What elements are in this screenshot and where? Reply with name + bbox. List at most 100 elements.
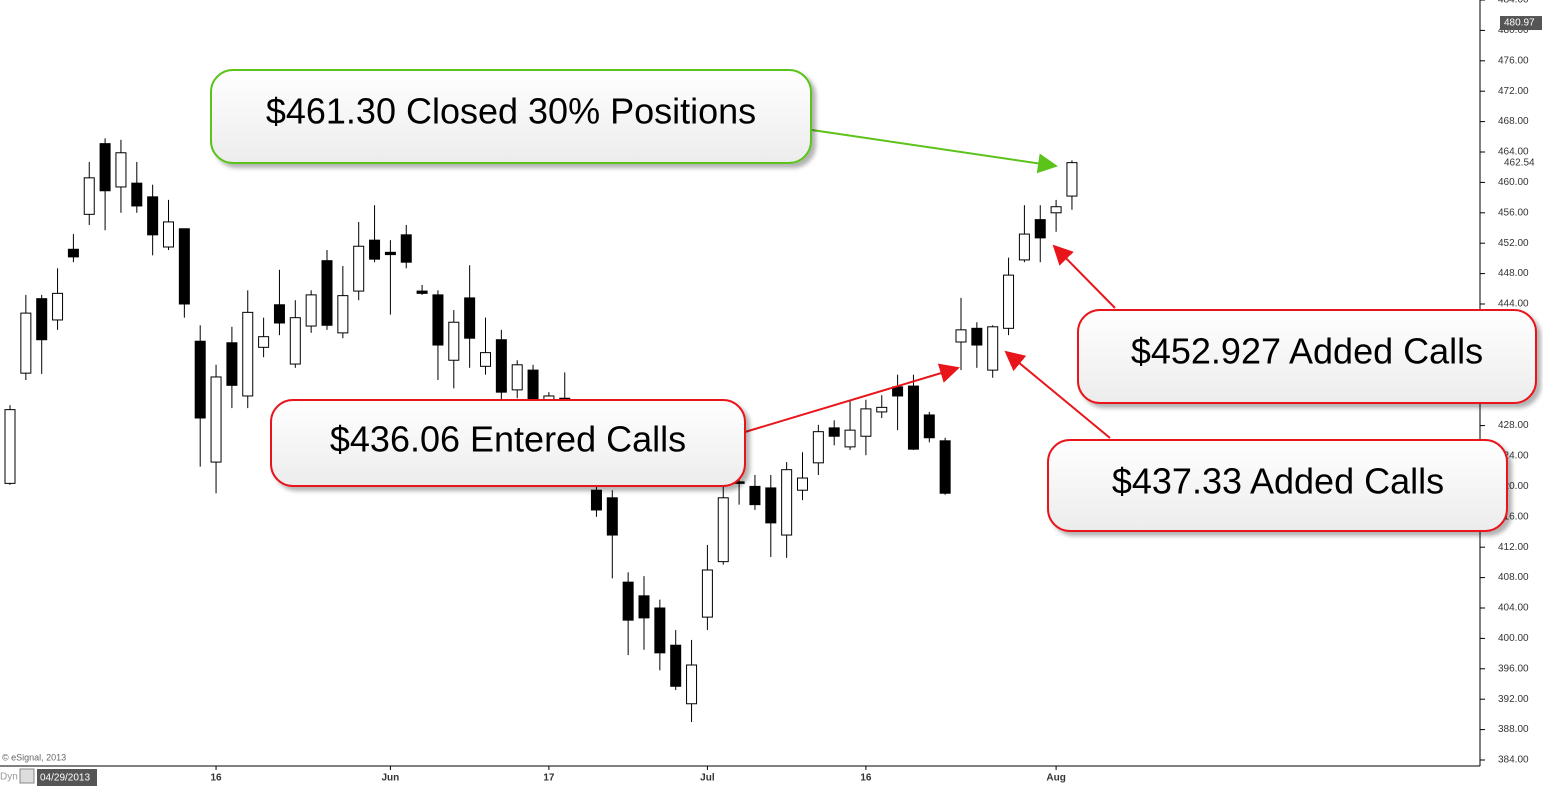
candle-body <box>1050 206 1062 214</box>
arrow <box>744 363 960 433</box>
candle-body <box>131 182 143 207</box>
candle-body <box>147 196 159 236</box>
start-date: 04/29/2013 <box>40 773 90 784</box>
x-tick-label: 17 <box>543 773 555 784</box>
candle-body <box>828 427 840 437</box>
y-tick-label: 396.00 <box>1498 663 1529 674</box>
candle-body <box>67 248 79 258</box>
candle-body <box>939 440 951 494</box>
price-tag: 462.54 <box>1504 158 1535 169</box>
x-tick-label: 16 <box>860 773 872 784</box>
y-tick-label: 444.00 <box>1498 299 1529 310</box>
price-tag: 480.97 <box>1504 18 1535 29</box>
y-tick-label: 468.00 <box>1498 116 1529 127</box>
candle-body <box>654 607 666 654</box>
candle-body <box>432 294 444 346</box>
y-tick-label: 448.00 <box>1498 268 1529 279</box>
candle-body <box>1003 274 1015 329</box>
candle-body <box>511 364 523 391</box>
candle-body <box>797 477 808 491</box>
y-tick-label: 428.00 <box>1498 420 1529 431</box>
candle-body <box>765 487 777 524</box>
callout-text: $436.06 Entered Calls <box>330 419 686 460</box>
candle-body <box>416 290 428 294</box>
y-tick-label: 472.00 <box>1498 86 1529 97</box>
candle-body <box>686 664 698 705</box>
y-tick-label: 384.00 <box>1498 755 1529 766</box>
candle-body <box>52 292 64 321</box>
callout-text: $452.927 Added Calls <box>1131 331 1483 372</box>
symbol-label: Dyn <box>0 772 18 783</box>
candle-body <box>99 143 111 192</box>
candle-body <box>495 339 507 393</box>
candle-body <box>527 369 539 401</box>
x-tick-label: Jul <box>700 773 715 784</box>
candle-body <box>163 221 174 248</box>
candle-body <box>258 336 270 348</box>
callout-box <box>1047 439 1508 532</box>
y-tick-label: 452.00 <box>1498 238 1529 249</box>
x-tick-label: Jun <box>382 773 400 784</box>
copyright: © eSignal, 2013 <box>2 752 66 762</box>
candle-body <box>606 497 618 536</box>
icon <box>19 768 35 784</box>
candle-body <box>210 376 222 463</box>
y-tick-label: 464.00 <box>1498 147 1529 158</box>
candle-body <box>1034 219 1046 239</box>
y-tick-label: 400.00 <box>1498 633 1529 644</box>
callout-text: $461.30 Closed 30% Positions <box>266 91 756 132</box>
candle-body <box>178 228 190 305</box>
x-tick-label: 16 <box>210 773 222 784</box>
candle-body <box>844 429 856 448</box>
candle-body <box>448 321 460 361</box>
candle-body <box>369 239 381 260</box>
candle-body <box>464 297 476 339</box>
y-tick-label: 404.00 <box>1498 603 1529 614</box>
y-tick-label: 416.00 <box>1498 511 1529 522</box>
candle-body <box>781 469 793 536</box>
candle-body <box>971 327 983 346</box>
candle-body <box>321 260 333 326</box>
candle-body <box>1066 162 1078 197</box>
candle-body <box>4 409 16 484</box>
y-tick-label: 476.00 <box>1498 55 1529 66</box>
candle-body <box>860 408 872 437</box>
candle-body <box>987 326 999 371</box>
candle-body <box>622 581 634 621</box>
y-tick-label: 408.00 <box>1498 572 1529 583</box>
candle-body <box>400 234 412 263</box>
arrow <box>1004 350 1111 439</box>
candle-body <box>907 385 919 450</box>
callout-text: $437.33 Added Calls <box>1112 461 1444 502</box>
candle-body <box>384 251 396 256</box>
candle-body <box>749 485 761 506</box>
candle-body <box>955 329 967 343</box>
y-tick-label: 424.00 <box>1498 451 1529 462</box>
y-tick-label: 460.00 <box>1498 177 1529 188</box>
candle-body <box>638 595 650 619</box>
candle-body <box>480 352 491 367</box>
candle-body <box>226 342 238 386</box>
y-tick-label: 392.00 <box>1498 694 1529 705</box>
candle-body <box>273 304 285 324</box>
arrow <box>811 129 1058 174</box>
candle-body <box>717 497 729 563</box>
candle-body <box>305 294 317 327</box>
candle-body <box>812 431 824 464</box>
date-box <box>37 769 97 786</box>
candle-body <box>289 317 301 365</box>
candle-body <box>242 311 254 397</box>
candle-body <box>20 312 32 374</box>
y-tick-label: 420.00 <box>1498 481 1529 492</box>
price-tag-bg <box>1500 16 1542 31</box>
candle-body <box>590 489 602 511</box>
candle-body <box>36 298 48 341</box>
candle-body <box>701 569 713 618</box>
candle-body <box>923 414 935 439</box>
candle-body <box>337 295 349 334</box>
y-tick-label: 412.00 <box>1498 542 1529 553</box>
candle-body <box>876 406 888 413</box>
y-tick-label: 456.00 <box>1498 207 1529 218</box>
